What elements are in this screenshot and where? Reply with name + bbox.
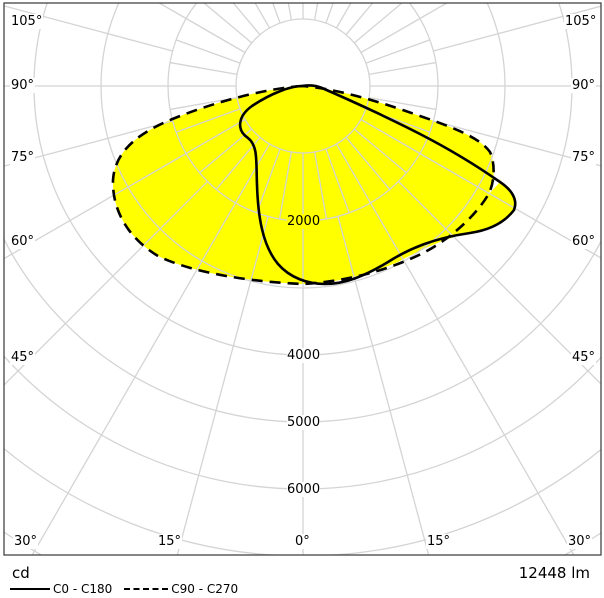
luminous-flux-label: 12448 lm <box>518 564 590 582</box>
c90-c270-curve <box>111 84 495 286</box>
cd-label-5000: 5000 <box>287 415 321 430</box>
cd-label-6000: 6000 <box>287 482 321 497</box>
angle-label-right-45: 45° <box>571 350 597 365</box>
angle-label-right-60: 60° <box>571 234 597 249</box>
legend-item-c0-c180: C0 - C180 <box>10 582 112 596</box>
angle-label-right-105: 105° <box>564 14 598 29</box>
angle-label-bottom-left-15: 15° <box>157 534 183 549</box>
angle-label-left-75: 75° <box>10 150 36 165</box>
legend: C0 - C180 C90 - C270 <box>10 582 250 596</box>
angle-label-bottom-right-30: 30° <box>567 534 593 549</box>
angle-label-bottom-left-30: 30° <box>13 534 39 549</box>
dashed-line-swatch-icon <box>124 588 169 590</box>
unit-label: cd <box>12 564 30 582</box>
angle-label-left-105: 105° <box>10 14 44 29</box>
angle-label-bottom-right-15: 15° <box>426 534 452 549</box>
legend-label-c90-c270: C90 - C270 <box>171 582 239 596</box>
angle-label-left-45: 45° <box>10 350 36 365</box>
chart-frame <box>3 2 602 556</box>
c0-c180-curve <box>238 84 517 286</box>
legend-item-c90-c270: C90 - C270 <box>124 582 238 596</box>
cd-label-2000: 2000 <box>287 214 321 229</box>
intensity-fill <box>112 86 516 284</box>
legend-label-c0-c180: C0 - C180 <box>53 582 113 596</box>
angle-label-right-90: 90° <box>571 78 597 93</box>
angle-label-bottom-0: 0° <box>294 534 311 549</box>
cd-label-4000: 4000 <box>287 348 321 363</box>
angle-label-left-90: 90° <box>10 78 36 93</box>
solid-line-swatch-icon <box>10 588 50 590</box>
angle-label-right-75: 75° <box>571 150 597 165</box>
angle-label-left-60: 60° <box>10 234 36 249</box>
